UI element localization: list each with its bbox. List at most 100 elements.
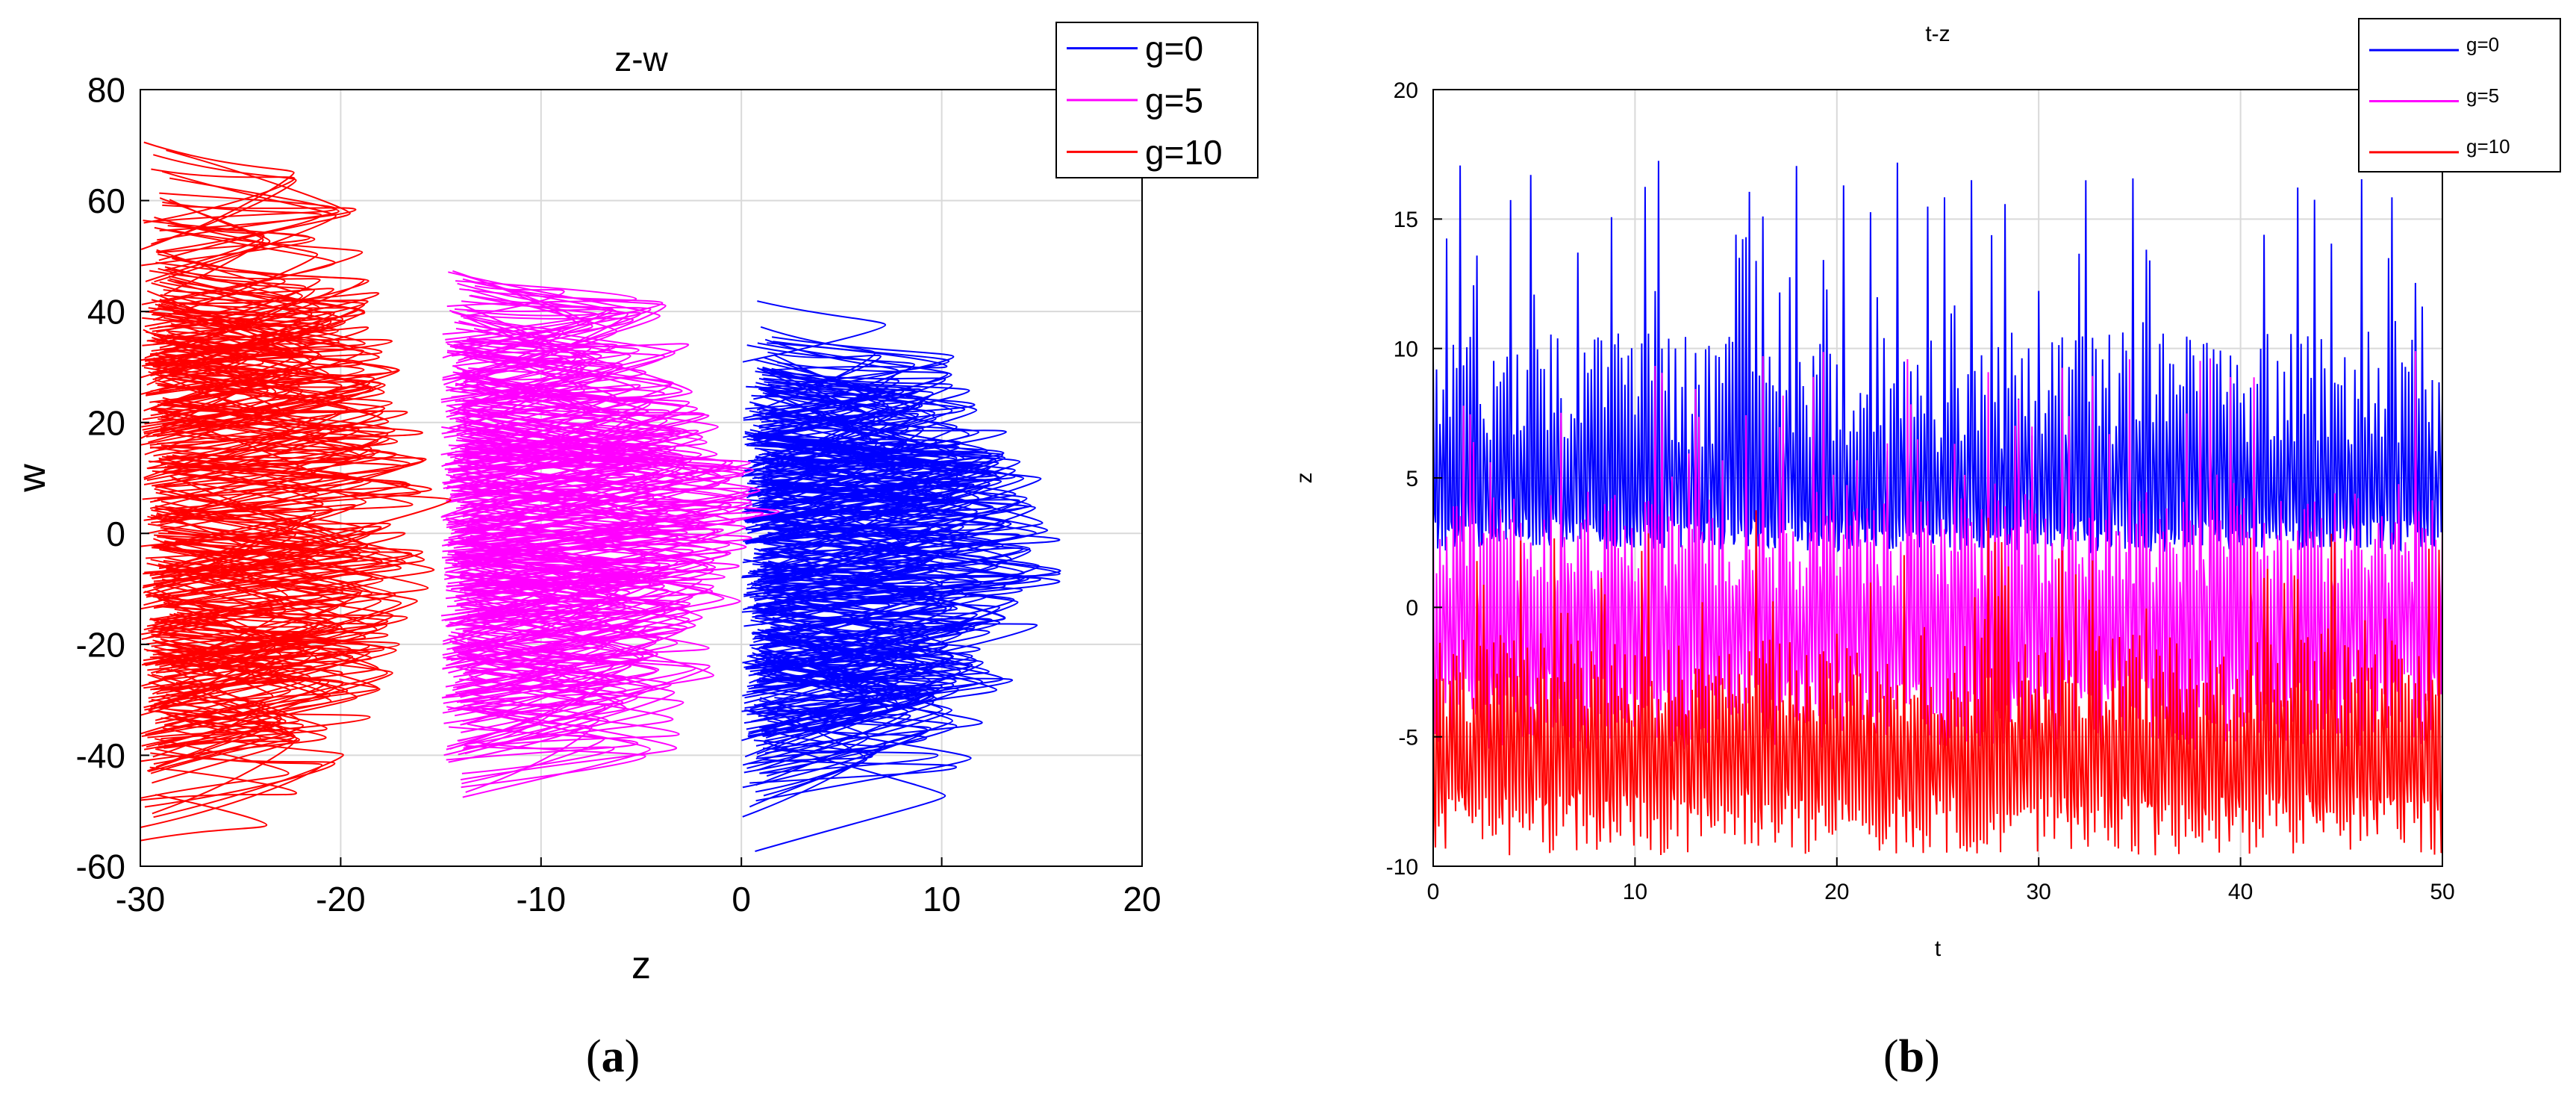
trajectory-line [756,670,909,771]
trajectory-line [743,438,979,542]
y-tick-label: 20 [87,403,125,442]
caption-a: (a) [586,1031,640,1082]
trajectory-line [767,547,1029,614]
trajectory-line [445,288,664,341]
trajectory-line [163,199,264,296]
y-tick-label: 0 [1406,596,1418,621]
trajectory-line [157,177,340,241]
trajectory-line [764,581,1023,609]
series-line-g=10 [1432,510,2443,856]
trajectory-line [459,389,704,496]
trajectory-line [156,565,402,666]
trajectory-line [152,713,295,815]
trajectory-line [752,357,937,467]
trajectory-line [450,437,746,546]
trajectory-line [745,603,978,668]
trajectory-line [442,589,690,670]
trajectory-line [748,606,949,677]
trajectory-line [443,642,632,704]
trajectory-line [148,572,394,684]
trajectory-line [456,641,660,703]
trajectory-line [159,338,392,392]
trajectory-line [151,578,322,674]
trajectory-line [154,456,349,502]
x-axis-label: t [1935,936,1942,961]
trajectory-line [755,727,928,759]
x-tick-label: 30 [2027,880,2051,904]
trajectory-line [157,376,382,452]
trajectory-line [150,365,300,417]
trajectory-line [745,469,1002,523]
trajectory-line [464,408,699,513]
trajectory-line [157,192,337,222]
trajectory-line [163,311,312,407]
y-tick-label: 80 [87,71,125,110]
trajectory-line [452,556,638,590]
trajectory-line [163,612,388,678]
trajectory-line [754,515,933,587]
trajectory-line [154,532,383,585]
trajectory-line [163,401,332,486]
trajectory-line [749,759,958,784]
trajectory-line [445,479,654,562]
trajectory-line [155,334,264,379]
trajectory-line [465,706,593,793]
chart-panel-a: -30 -20 -10 0 10 20 -60 -40 -20 0 20 40 60 80 z-w z w… [10,22,1259,987]
trajectory-line [452,571,631,624]
trajectory-line [442,634,658,714]
x-tick-label: 20 [1824,880,1849,904]
x-axis-label: z [631,944,651,987]
trajectory-line [152,695,298,784]
trajectory-line [143,512,276,594]
trajectory-line [456,376,573,435]
trajectory-line [441,528,724,559]
series-g=0 [741,300,1061,852]
trajectory-line [765,633,928,665]
trajectory-line [460,597,687,625]
trajectory-line [747,429,970,534]
legend-label: g=5 [1145,81,1203,120]
trajectory-line [743,386,857,438]
trajectory-line [453,314,634,346]
legend-label: g=10 [1145,133,1223,172]
trajectory-line [758,370,946,427]
trajectory-line [143,370,291,479]
trajectory-line [456,613,658,689]
y-tick-label: -40 [76,736,125,775]
trajectory-line [756,395,924,504]
trajectory-line [159,204,357,231]
trajectory-line [149,544,384,621]
trajectory-line [756,651,889,755]
trajectory-line [464,288,618,382]
trajectory-line [159,415,323,523]
y-tick-label: 10 [1394,337,1418,361]
legend-label: g=5 [2466,84,2499,107]
trajectory-line [442,271,661,379]
trajectory-line [463,684,674,749]
trajectory-line [152,686,266,758]
x-tick-label: 10 [923,880,961,919]
trajectory-line [742,709,932,789]
legend: g=0 g=5 g=10 [2358,18,2561,173]
trajectory-line [748,633,984,733]
trajectory-line [742,535,922,577]
trajectory-line [753,351,882,400]
trajectory-line [140,738,290,799]
chart-title: t-z [1925,22,1950,46]
trajectory-line [755,697,870,786]
x-tick-label: 50 [2430,880,2454,904]
y-tick-label: 20 [1394,78,1418,103]
trajectory-line [761,393,958,488]
trajectory-line [158,655,344,746]
trajectory-line [755,720,972,802]
trajectory-line [758,455,908,500]
trajectory-line [756,326,876,411]
trajectory-line [455,417,652,515]
y-tick-label: -60 [76,848,125,886]
legend-label: g=0 [2466,34,2499,56]
chart-title: z-w [614,40,668,78]
trajectory-line [160,348,364,377]
legend: g=0 g=5 g=10 [1055,22,1259,178]
